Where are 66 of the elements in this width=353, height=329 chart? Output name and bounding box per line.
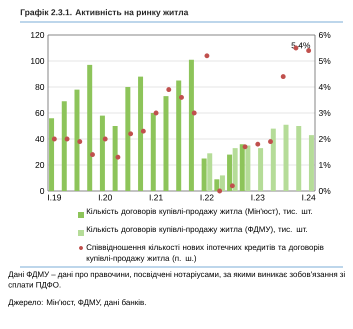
point: [115, 154, 120, 160]
y2-tick-label: 6%: [318, 32, 330, 38]
y2-tick-label: 5%: [318, 58, 330, 64]
point: [217, 188, 222, 194]
bar: [240, 144, 245, 191]
point: [306, 48, 312, 54]
y2-tick-label: 3%: [318, 110, 330, 116]
bar: [245, 145, 250, 191]
bar: [49, 118, 54, 191]
bar: [207, 153, 212, 191]
point: [77, 139, 82, 144]
point: [90, 152, 95, 158]
bar: [100, 116, 105, 191]
bar: [296, 126, 302, 191]
bar: [308, 135, 314, 191]
point: [102, 136, 108, 142]
y-tick-label: 80: [35, 84, 44, 90]
y-tick-label: 60: [36, 110, 44, 116]
point: [268, 139, 273, 144]
y2-tick-label: 4%: [318, 84, 330, 90]
bar: [163, 96, 168, 191]
chart-title: Графік 2.3.1. Активність на ринку житла: [20, 9, 188, 17]
point: [280, 74, 286, 80]
bar: [232, 148, 238, 191]
bar: [87, 64, 92, 191]
bar: [138, 76, 144, 191]
y-tick-label: 20: [35, 162, 44, 168]
bar: [62, 101, 67, 191]
point: [242, 144, 248, 150]
bar: [227, 154, 232, 191]
point: [230, 183, 235, 188]
bar: [284, 124, 289, 191]
y-tick-label: 0: [40, 188, 44, 194]
x-tick-label: I.20: [98, 194, 112, 201]
bar: [202, 158, 207, 191]
point: [255, 142, 260, 147]
y-tick-label: 100: [30, 58, 44, 64]
y2-tick-label: 2%: [318, 136, 330, 142]
bar: [258, 148, 264, 191]
y2-tick-label: 0%: [318, 188, 330, 194]
point: [52, 136, 57, 142]
bar: [270, 128, 276, 191]
bar: [112, 126, 118, 191]
x-tick-label: I.23: [252, 194, 264, 201]
point: [140, 128, 146, 134]
x-tick-label: I.21: [150, 194, 163, 200]
y2-tick-label: 1%: [319, 162, 330, 168]
y-tick-label: 40: [35, 136, 44, 142]
bar: [74, 90, 80, 191]
point: [128, 131, 134, 136]
bar: [220, 175, 225, 191]
x-tick-label: I.22: [200, 194, 214, 200]
point: [64, 136, 70, 142]
point: [204, 53, 210, 58]
point: [192, 110, 197, 116]
x-tick-label: I.24: [302, 194, 316, 200]
bar: [176, 80, 182, 191]
bar: [188, 60, 194, 191]
point: [154, 110, 159, 116]
x-tick-label: I.19: [48, 194, 62, 201]
point: [166, 87, 172, 92]
bar: [125, 86, 130, 191]
y-tick-label: 120: [30, 32, 44, 38]
point: [179, 94, 184, 100]
bar: [214, 179, 220, 191]
bar: [150, 112, 156, 191]
